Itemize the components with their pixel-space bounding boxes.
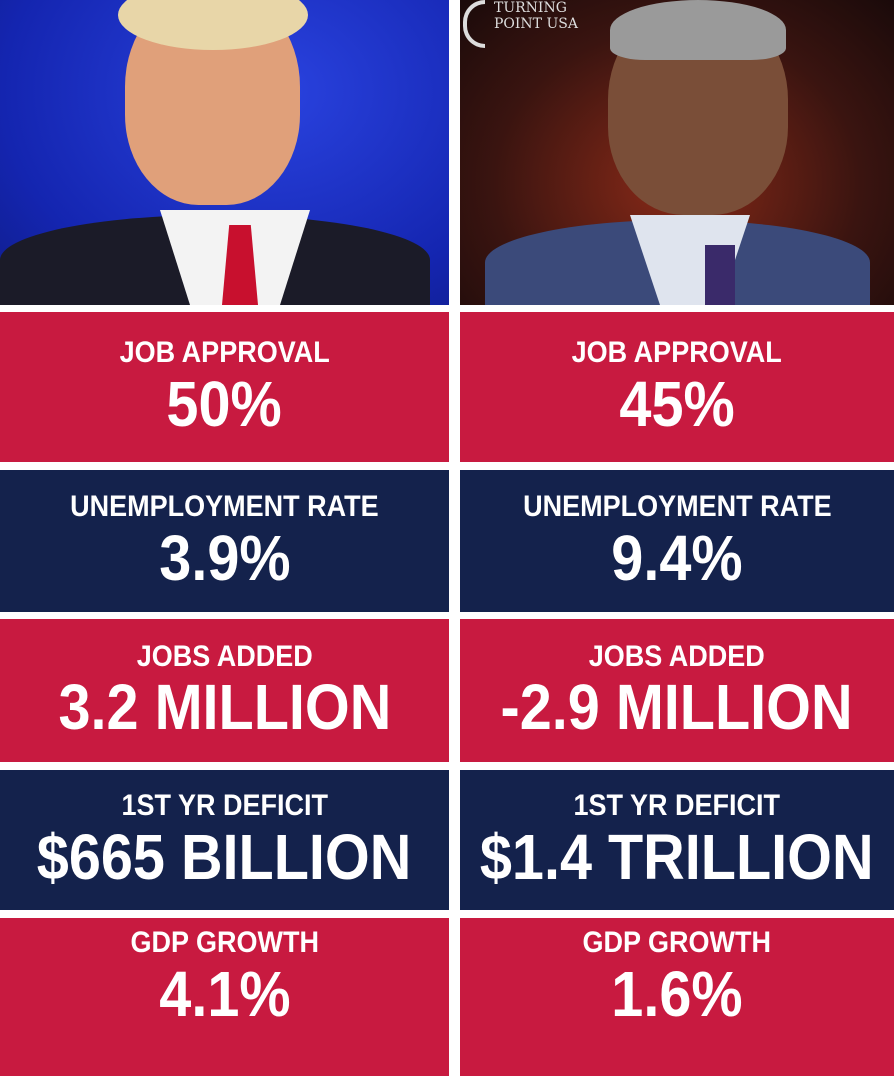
row-value: 1.6% — [611, 957, 743, 1030]
row-label: UNEMPLOYMENT RATE — [70, 490, 379, 524]
left-column: JOB APPROVAL 50% UNEMPLOYMENT RATE 3.9% JO… — [0, 0, 449, 1076]
tie — [705, 245, 735, 305]
unemployment-row: UNEMPLOYMENT RATE 3.9% — [0, 470, 449, 612]
right-portrait-photo: TURNING POINT USA — [460, 0, 894, 305]
gdp-row: GDP GROWTH 1.6% — [460, 918, 894, 1076]
row-value: 9.4% — [611, 521, 743, 594]
job-approval-row: JOB APPROVAL 45% — [460, 312, 894, 462]
row-label: JOBS ADDED — [136, 639, 313, 673]
row-value: 3.9% — [158, 521, 291, 594]
row-label: UNEMPLOYMENT RATE — [522, 490, 832, 524]
unemployment-row: UNEMPLOYMENT RATE 9.4% — [460, 470, 894, 612]
row-label: GDP GROWTH — [130, 926, 319, 959]
jobs-added-row: JOBS ADDED 3.2 MILLION — [0, 619, 449, 762]
left-portrait-photo — [0, 0, 449, 305]
row-label: GDP GROWTH — [582, 926, 772, 959]
row-value: 50% — [166, 367, 283, 440]
right-column: TURNING POINT USA JOB APPROVAL 45% UNEMPLO… — [460, 0, 894, 1076]
turning-point-usa-logo: TURNING POINT USA — [463, 0, 578, 48]
row-label: JOB APPROVAL — [119, 336, 330, 370]
row-value: -2.9 MILLION — [500, 671, 854, 744]
row-label: 1ST YR DEFICIT — [573, 789, 781, 823]
deficit-row: 1ST YR DEFICIT $1.4 TRILLION — [460, 770, 894, 910]
row-label: JOB APPROVAL — [571, 336, 783, 370]
jobs-added-row: JOBS ADDED -2.9 MILLION — [460, 619, 894, 762]
logo-line1: TURNING — [494, 0, 567, 16]
job-approval-row: JOB APPROVAL 50% — [0, 312, 449, 462]
row-label: JOBS ADDED — [588, 639, 766, 673]
row-label: 1ST YR DEFICIT — [121, 789, 328, 823]
row-value: $665 BILLION — [37, 820, 412, 893]
logo-line2: POINT USA — [494, 16, 578, 32]
deficit-row: 1ST YR DEFICIT $665 BILLION — [0, 770, 449, 910]
row-value: 4.1% — [158, 957, 291, 1030]
row-value: 45% — [619, 367, 735, 440]
hair — [610, 0, 786, 60]
gdp-row: GDP GROWTH 4.1% — [0, 918, 449, 1076]
row-value: 3.2 MILLION — [58, 671, 391, 744]
logo-ring-icon — [463, 0, 485, 48]
row-value: $1.4 TRILLION — [480, 820, 874, 893]
